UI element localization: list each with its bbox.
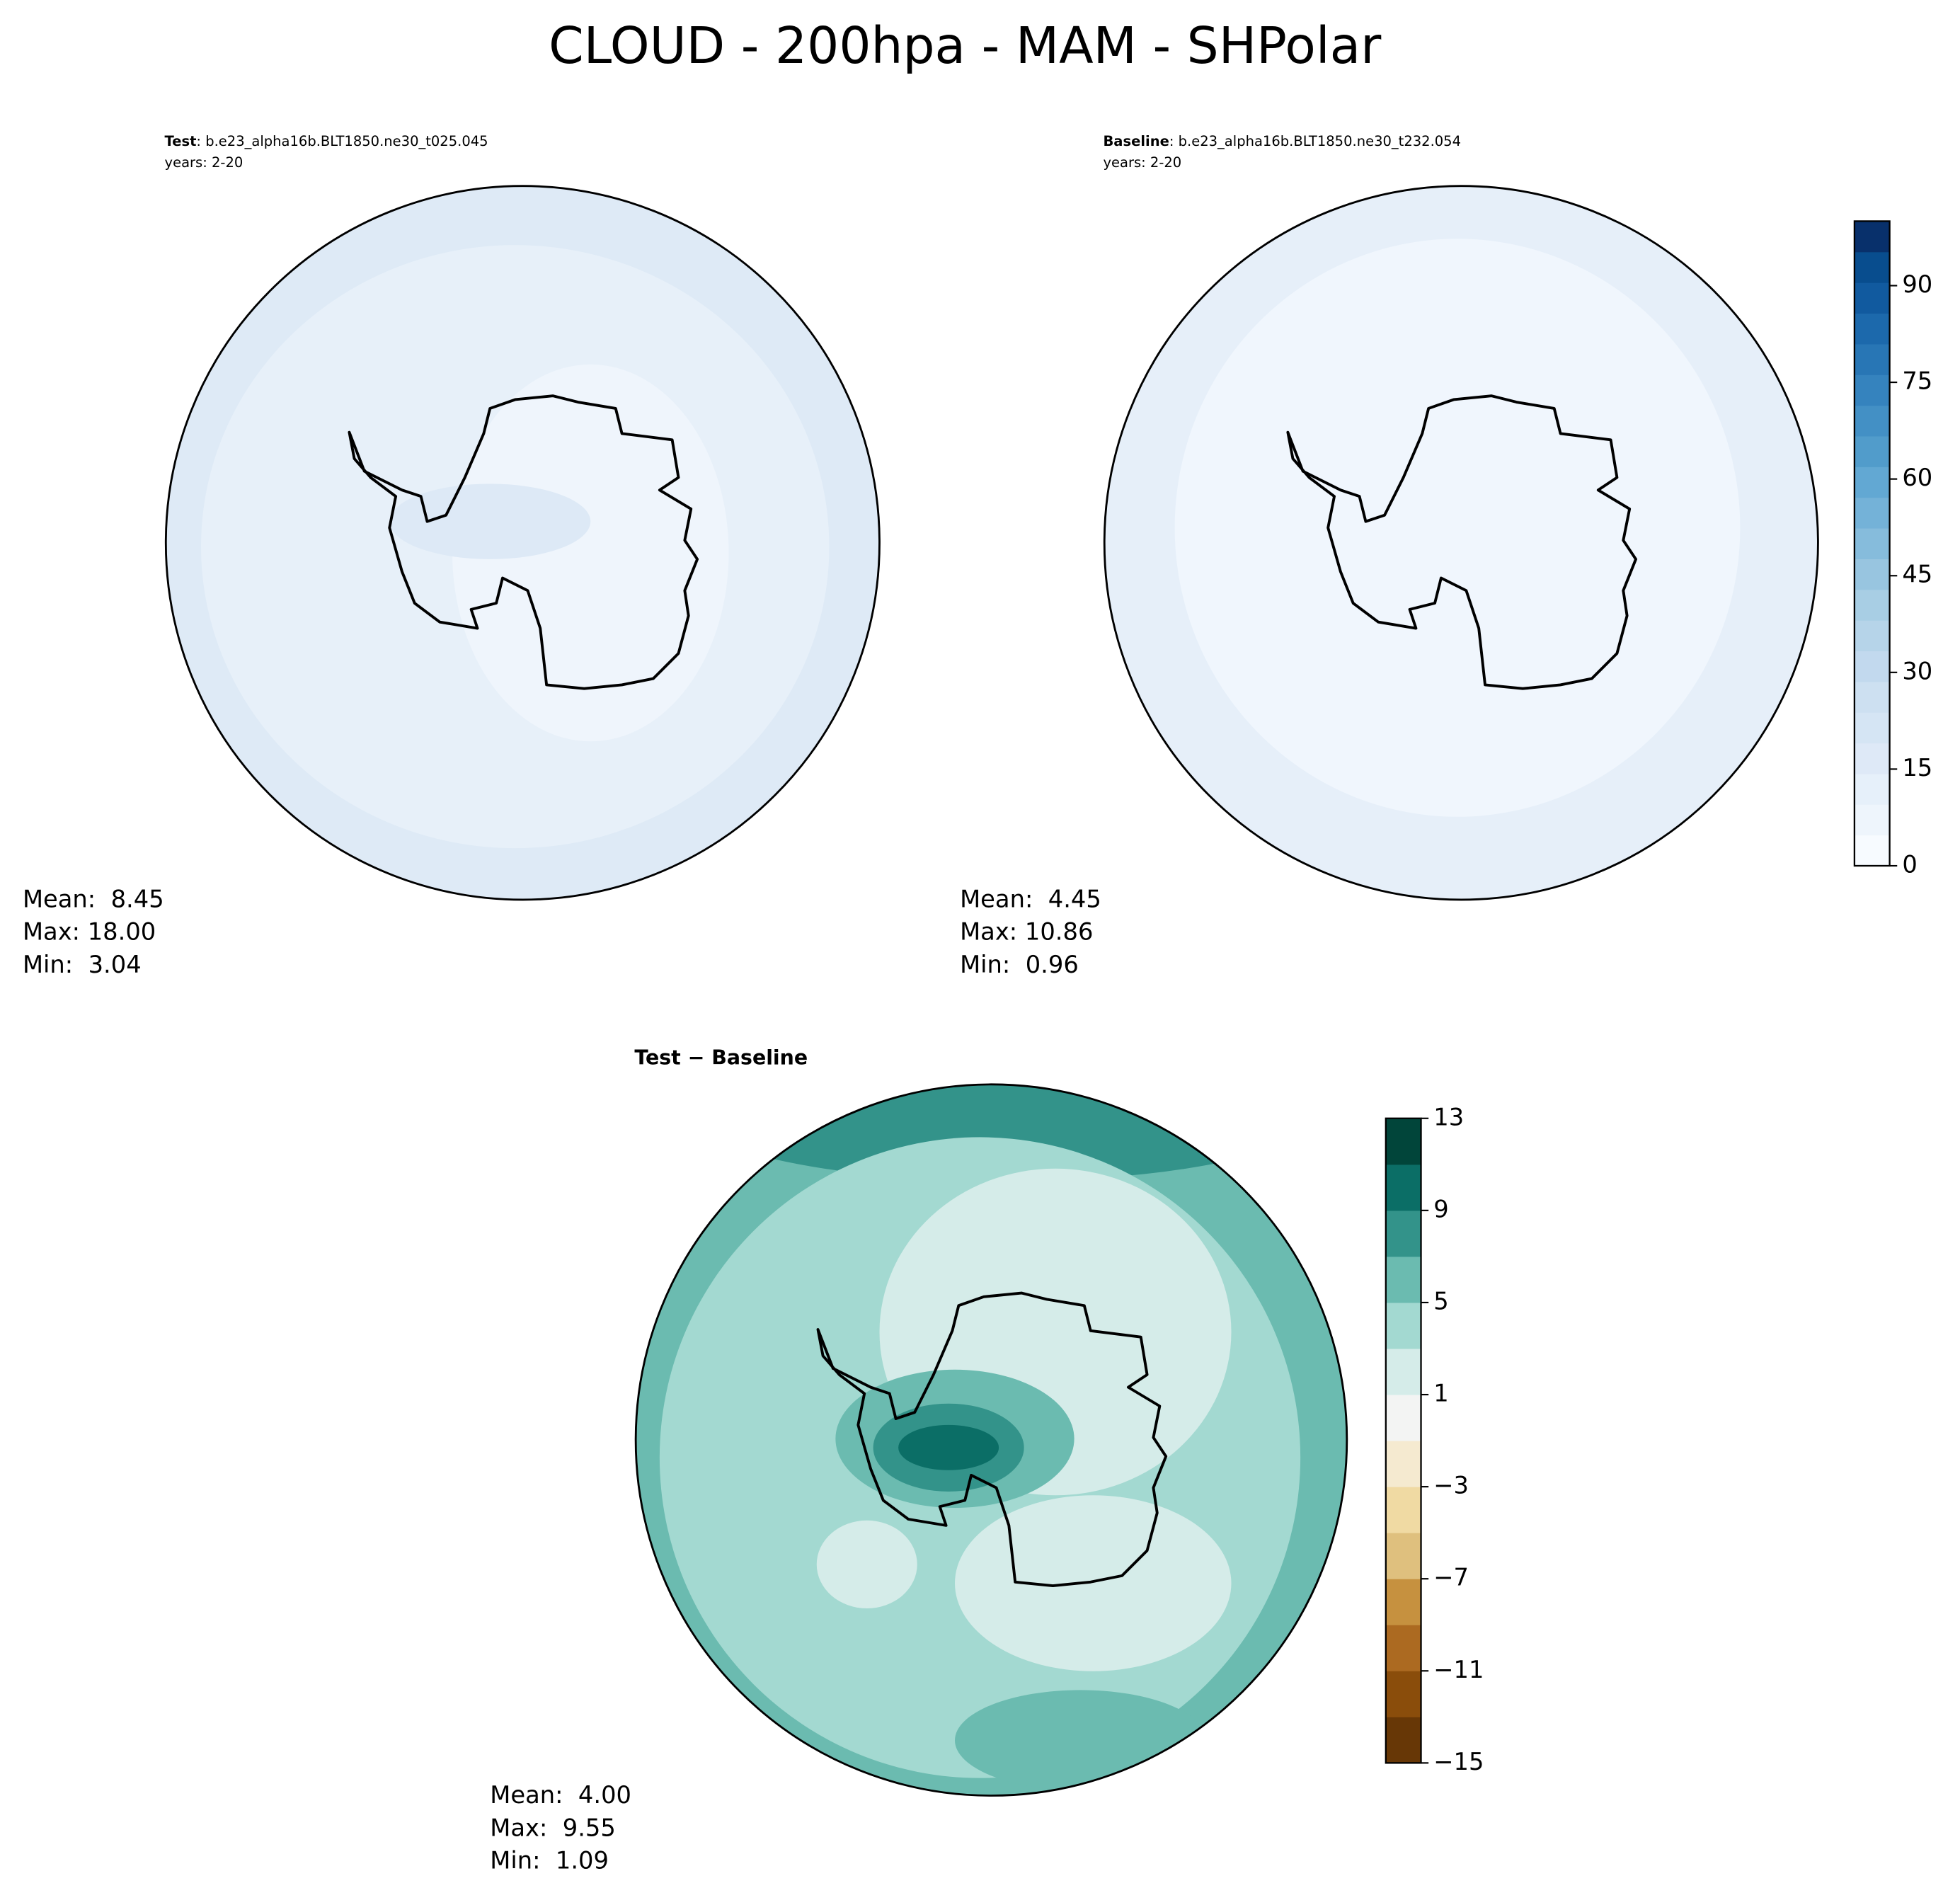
colorbar-band xyxy=(1854,343,1890,375)
stat: Min: 0.96 xyxy=(960,951,1079,978)
stat: Max: 10.86 xyxy=(960,918,1093,946)
colorbar-band xyxy=(1854,374,1890,406)
colorbar-band xyxy=(1385,1533,1421,1579)
colorbar-band xyxy=(1854,405,1890,437)
colorbar-tick-label: −3 xyxy=(1433,1472,1469,1499)
colorbar-tick-label: 75 xyxy=(1902,367,1932,395)
colorbar-tick-label: 90 xyxy=(1902,270,1932,298)
colorbar-tick-label: 0 xyxy=(1902,851,1917,879)
panel-title: Baseline: b.e23_alpha16b.BLT1850.ne30_t2… xyxy=(1103,133,1461,149)
stat: Mean: 4.45 xyxy=(960,886,1101,913)
figure-title: CLOUD - 200hpa - MAM - SHPolar xyxy=(549,16,1382,75)
colorbar-band xyxy=(1854,497,1890,529)
colorbar-tick-label: 45 xyxy=(1902,561,1932,588)
colorbar-band xyxy=(1385,1118,1421,1165)
colorbar-band xyxy=(1385,1348,1421,1395)
colorbar-band xyxy=(1854,589,1890,621)
colorbar-band xyxy=(1854,435,1890,467)
colorbar-tick-label: 9 xyxy=(1433,1195,1448,1223)
map-baseline xyxy=(1103,185,1819,901)
colorbar-band xyxy=(1385,1717,1421,1763)
map-difference xyxy=(634,1083,1348,1797)
colorbar-band xyxy=(1854,712,1890,744)
colorbar-band xyxy=(1385,1164,1421,1211)
colorbar-band xyxy=(1854,251,1890,283)
panel-title: Test: b.e23_alpha16b.BLT1850.ne30_t025.0… xyxy=(165,133,488,149)
colorbar-band xyxy=(1854,681,1890,713)
colorbar-tick-label: 1 xyxy=(1433,1380,1448,1407)
colorbar-tick-label: 30 xyxy=(1902,657,1932,685)
colorbar-band xyxy=(1385,1579,1421,1625)
colorbar-band xyxy=(1854,835,1890,866)
colorbar-band xyxy=(1385,1625,1421,1671)
colorbar-band xyxy=(1385,1210,1421,1257)
colorbar-frame xyxy=(1385,1117,1422,1764)
years: years: 2-20 xyxy=(1103,154,1181,171)
case-name: : b.e23_alpha16b.BLT1850.ne30_t232.054 xyxy=(1169,133,1461,149)
stat: Min: 3.04 xyxy=(23,951,142,978)
colorbar-band xyxy=(1854,743,1890,774)
colorbar-frame xyxy=(1853,220,1891,867)
colorbar-band xyxy=(1385,1671,1421,1717)
colorbar-tick-label: 15 xyxy=(1902,754,1932,782)
years: years: 2-20 xyxy=(165,154,243,171)
colorbar-band xyxy=(1854,651,1890,682)
panel-title: Test − Baseline xyxy=(634,1046,808,1069)
colorbar-band xyxy=(1854,804,1890,836)
stat: Max: 18.00 xyxy=(23,918,156,946)
colorbar-tick-label: 60 xyxy=(1902,464,1932,491)
stat: Min: 1.09 xyxy=(490,1846,609,1874)
colorbar-tick-label: −11 xyxy=(1433,1656,1484,1683)
colorbar-tick-label: −15 xyxy=(1433,1748,1484,1775)
case-name: : b.e23_alpha16b.BLT1850.ne30_t025.045 xyxy=(196,133,488,149)
colorbar-band xyxy=(1385,1395,1421,1441)
colorbar-band xyxy=(1854,620,1890,652)
colorbar-band xyxy=(1385,1441,1421,1487)
colorbar-band xyxy=(1854,467,1890,498)
colorbar-band xyxy=(1385,1256,1421,1303)
colorbar-band xyxy=(1854,282,1890,314)
colorbar-tick-label: 5 xyxy=(1433,1287,1448,1315)
stat: Max: 9.55 xyxy=(490,1814,616,1841)
panel-label: Baseline xyxy=(1103,133,1169,149)
colorbar-band xyxy=(1854,559,1890,590)
stat: Mean: 4.00 xyxy=(490,1781,631,1809)
colorbar-band xyxy=(1854,313,1890,345)
stat: Mean: 8.45 xyxy=(23,886,164,913)
colorbar-band xyxy=(1385,1302,1421,1349)
colorbar-band xyxy=(1854,773,1890,805)
panel-label: Test xyxy=(165,133,197,149)
map-test xyxy=(164,185,881,901)
colorbar-band xyxy=(1385,1487,1421,1533)
colorbar-tick-label: 13 xyxy=(1433,1103,1464,1131)
colorbar-band xyxy=(1854,528,1890,559)
colorbar-band xyxy=(1854,221,1890,253)
colorbar-tick-label: −7 xyxy=(1433,1564,1469,1591)
